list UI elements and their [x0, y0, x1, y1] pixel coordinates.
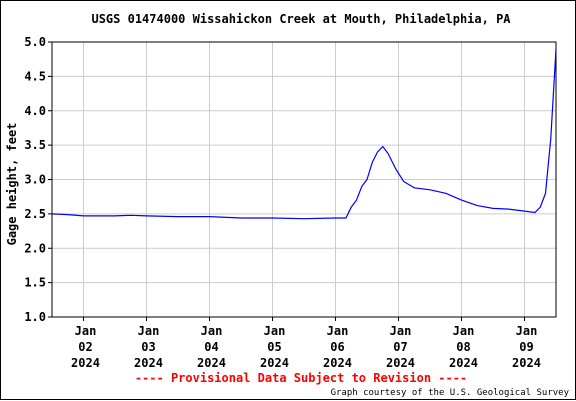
gage-height-series-line [51, 48, 557, 220]
x-tick-label: 03 [141, 340, 155, 354]
y-tick-label: 3.0 [24, 173, 46, 187]
y-tick-label: 1.5 [24, 276, 46, 290]
y-axis-label: Gage height, feet [5, 123, 19, 246]
x-tick-label: Jan [516, 324, 538, 338]
x-tick-label: 09 [519, 340, 533, 354]
x-tick-label: 07 [393, 340, 407, 354]
x-tick-label: Jan [138, 324, 160, 338]
x-tick-label: 2024 [197, 356, 226, 370]
y-tick-label: 1.0 [24, 310, 46, 324]
plot-area [51, 41, 557, 318]
series-group [51, 48, 557, 220]
x-tick-label: Jan [75, 324, 97, 338]
x-tick-label: Jan [327, 324, 349, 338]
x-tick-label: Jan [201, 324, 223, 338]
courtesy-credit: Graph courtesy of the U.S. Geological Su… [331, 388, 570, 398]
chart-title: USGS 01474000 Wissahickon Creek at Mouth… [91, 12, 511, 26]
x-tick-label: 08 [456, 340, 470, 354]
x-tick-label: 2024 [260, 356, 289, 370]
x-tick-label: Jan [264, 324, 286, 338]
x-tick-label: 2024 [71, 356, 100, 370]
x-tick-label: 2024 [449, 356, 478, 370]
x-tick-label: 05 [267, 340, 281, 354]
x-tick-label: 2024 [386, 356, 415, 370]
y-tick-label: 2.0 [24, 241, 46, 255]
x-tick-label: 06 [330, 340, 344, 354]
gridlines [52, 41, 556, 318]
y-tick-label: 4.0 [24, 104, 46, 118]
x-tick-label: 2024 [134, 356, 163, 370]
y-tick-label: 5.0 [24, 35, 46, 49]
y-tick-label: 4.5 [24, 69, 46, 83]
y-tick-label: 3.5 [24, 138, 46, 152]
x-tick-label: Jan [453, 324, 475, 338]
provisional-notice: ---- Provisional Data Subject to Revisio… [135, 371, 467, 385]
y-tick-label: 2.5 [24, 207, 46, 221]
x-tick-label: 2024 [512, 356, 541, 370]
x-tick-label: 04 [204, 340, 218, 354]
x-tick-label: 02 [78, 340, 92, 354]
x-tick-label: 2024 [323, 356, 352, 370]
x-tick-label: Jan [390, 324, 412, 338]
x-axis-ticks: Jan 02 2024 Jan 03 2024 Jan 04 2024 Jan 05 2024 Jan 0… [71, 317, 541, 370]
y-axis-ticks: 1.0 1.5 2.0 2.5 3.0 3.5 4.0 4.5 5.0 [24, 35, 52, 324]
